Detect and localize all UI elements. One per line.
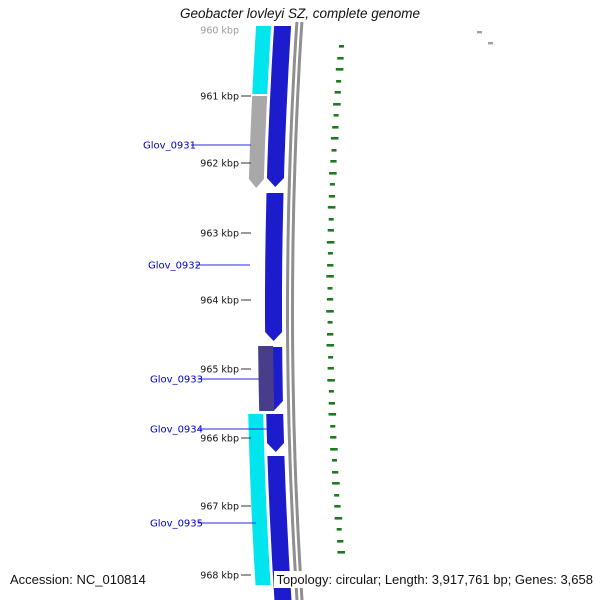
orf-dash [339, 45, 344, 48]
orf-dash [328, 402, 335, 405]
orf-dash [337, 540, 344, 543]
orf-dash [334, 517, 343, 520]
gene-label-glov-0934[interactable]: Glov_0934 [150, 425, 203, 436]
orf-dash [327, 367, 334, 370]
ruler-tick-label: 967 kbp [200, 502, 239, 513]
gene-label-glov-0935[interactable]: Glov_0935 [150, 519, 203, 530]
ruler-tick-label: 960 kbp [200, 26, 239, 37]
orf-dash [334, 494, 340, 497]
orf-dash [331, 149, 337, 152]
ruler-tick-label: 965 kbp [200, 365, 239, 376]
ruler-tick-label: 961 kbp [200, 92, 239, 103]
gene-label-glov-0933[interactable]: Glov_0933 [150, 375, 203, 386]
orf-dash [328, 218, 334, 221]
ruler-tick-label: 962 kbp [200, 159, 239, 170]
orf-dash [328, 195, 336, 198]
orf-dash [336, 80, 342, 83]
gene-label-glov-0931[interactable]: Glov_0931 [143, 141, 196, 152]
orf-dash [336, 528, 342, 531]
ruler-tick-label: 968 kbp [200, 571, 239, 582]
backbone-arc [291, 21, 304, 600]
orf-dash [329, 172, 337, 175]
orf-dash [327, 229, 334, 232]
gene-arrow-1 [267, 26, 292, 187]
feature-bar-cyan-bottom [248, 414, 271, 585]
orf-dash [326, 298, 334, 301]
orf-dash [332, 471, 339, 474]
page-title: Geobacter lovleyi SZ, complete genome [179, 6, 421, 21]
orf-dash [334, 505, 341, 508]
orf-dash [337, 551, 345, 554]
ruler-tick-label: 964 kbp [200, 296, 239, 307]
orf-dash [327, 287, 333, 290]
orf-dash [335, 68, 344, 71]
ruler-tick-label: 966 kbp [200, 434, 239, 445]
orf-dash [328, 413, 337, 416]
feature-bar-cyan-top [252, 26, 272, 94]
orf-dash [332, 126, 339, 129]
orf-dash [327, 252, 333, 255]
orf-dash [326, 275, 334, 278]
orf-dash [326, 241, 335, 244]
orf-dash [330, 160, 337, 163]
orf-dash-faint [477, 31, 482, 34]
feature-bar-gray [248, 96, 268, 188]
orf-dash [337, 57, 344, 60]
backbone-arc [286, 21, 299, 600]
orf-dash [332, 459, 337, 462]
gene-label-glov-0932[interactable]: Glov_0932 [148, 261, 201, 272]
orf-dash [327, 379, 335, 382]
orf-dash [330, 425, 336, 428]
orf-dash [332, 482, 340, 485]
orf-dash [327, 333, 334, 336]
orf-dash-faint [488, 42, 493, 45]
ruler-tick-label: 963 kbp [200, 229, 239, 240]
orf-dash [333, 103, 341, 106]
accession-label: Accession: NC_010814 [8, 571, 148, 588]
orf-dash [329, 183, 335, 186]
gene-arrow-5 [267, 456, 292, 600]
orf-dash [330, 137, 339, 140]
feature-block-slate [258, 346, 275, 411]
orf-dash [328, 356, 334, 359]
orf-dash [327, 206, 336, 209]
orf-dash [327, 264, 334, 267]
orf-dash [327, 321, 333, 324]
orf-dash [326, 344, 335, 347]
orf-dash [326, 310, 334, 313]
gene-arrow-2 [265, 193, 284, 341]
topology-label: Topology: circular; Length: 3,917,761 bp… [274, 571, 595, 588]
gene-arrow-4 [266, 414, 284, 452]
orf-dash [330, 448, 338, 451]
orf-dash [330, 436, 337, 439]
orf-dash [334, 91, 341, 94]
orf-dash [328, 390, 334, 393]
orf-dash [333, 114, 339, 117]
